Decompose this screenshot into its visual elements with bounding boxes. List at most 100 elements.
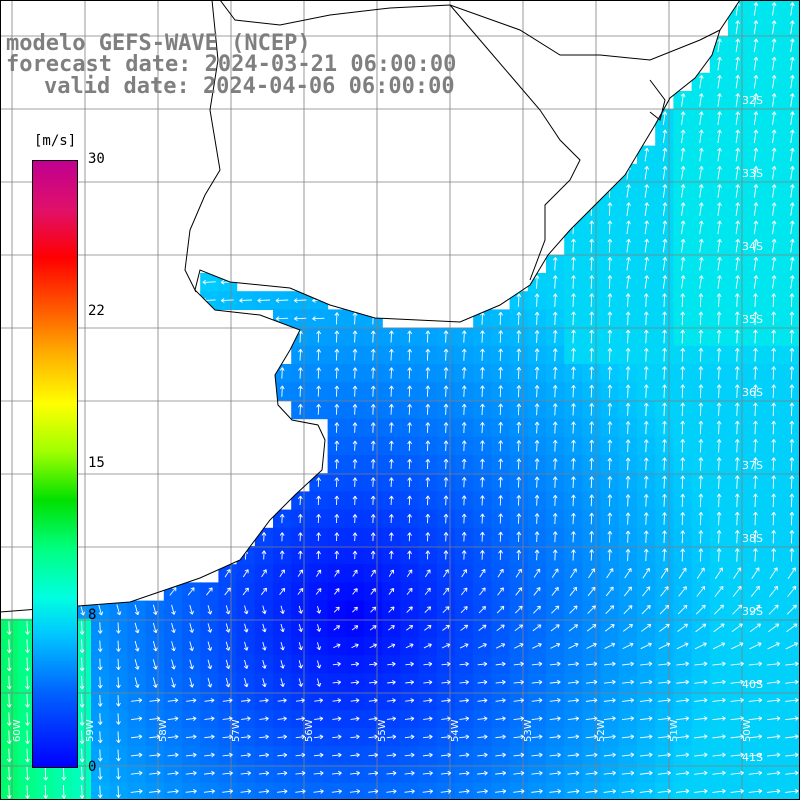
wind-arrow	[334, 550, 340, 560]
wind-arrow	[771, 347, 777, 362]
wind-arrow	[370, 312, 376, 325]
wind-arrow	[789, 147, 795, 162]
wind-arrow	[389, 477, 394, 487]
wind-arrow	[239, 298, 252, 303]
wind-arrow	[279, 513, 285, 524]
wind-arrow	[552, 293, 558, 307]
longitude-label: 51W	[669, 719, 680, 742]
wind-arrow	[516, 531, 522, 542]
wind-arrow	[717, 38, 722, 53]
wind-arrow	[224, 569, 231, 578]
wind-arrow	[334, 495, 340, 505]
wind-arrow	[643, 421, 649, 435]
wind-arrow	[571, 238, 576, 253]
wind-arrow	[625, 421, 631, 434]
wind-arrow	[680, 475, 686, 489]
wind-arrow	[753, 475, 758, 489]
wind-arrow	[753, 293, 758, 307]
wind-arrow	[407, 330, 413, 343]
wind-arrow	[461, 532, 467, 542]
wind-arrow	[716, 530, 722, 544]
wind-arrow	[606, 568, 614, 579]
wind-arrow	[662, 384, 667, 398]
wind-arrow	[571, 347, 576, 362]
wind-arrow	[607, 457, 613, 471]
wind-arrow	[279, 385, 285, 397]
wind-arrow	[425, 532, 431, 542]
wind-arrow	[680, 530, 686, 544]
wind-arrow	[187, 587, 195, 596]
wind-arrow	[625, 311, 631, 326]
wind-arrow	[279, 569, 285, 578]
wind-arrow	[534, 330, 540, 343]
wind-arrow	[534, 385, 540, 398]
wind-arrow	[789, 2, 795, 16]
wind-arrow	[662, 329, 667, 344]
wind-arrow	[680, 220, 686, 235]
latitude-label: 39S	[742, 605, 763, 618]
wind-arrow	[407, 348, 413, 361]
wind-arrow	[714, 567, 723, 580]
wind-arrow	[734, 439, 740, 453]
wind-arrow	[698, 275, 704, 289]
wind-arrow	[680, 202, 686, 216]
wind-arrow	[516, 311, 522, 325]
wind-arrow	[534, 275, 540, 289]
wind-arrow	[569, 568, 577, 579]
wind-arrow	[480, 330, 485, 343]
wind-arrow	[753, 202, 759, 216]
wind-arrow	[589, 275, 595, 289]
wind-arrow	[717, 184, 722, 198]
wind-arrow	[698, 202, 704, 216]
wind-arrow	[753, 511, 758, 526]
wind-arrow	[643, 366, 649, 380]
wind-arrow	[315, 588, 322, 595]
wind-arrow	[662, 184, 668, 198]
longitude-label: 60W	[12, 719, 23, 742]
wind-arrow	[717, 129, 722, 144]
wind-arrow	[625, 293, 631, 307]
wind-arrow	[753, 457, 758, 471]
wind-arrow	[625, 402, 631, 416]
wind-arrow	[753, 257, 759, 271]
wind-arrow	[717, 147, 722, 162]
wind-arrow	[698, 420, 704, 435]
wind-arrow	[716, 311, 722, 326]
wind-arrow	[316, 550, 321, 560]
wind-arrow	[717, 220, 722, 235]
wind-arrow	[643, 384, 649, 398]
wind-arrow	[698, 147, 704, 162]
wind-arrow	[224, 587, 231, 596]
wind-arrow	[370, 532, 376, 542]
wind-arrow	[771, 311, 777, 326]
latitude-label: 38S	[742, 532, 763, 545]
wind-arrow	[771, 38, 777, 53]
latitude-label: 36S	[742, 386, 763, 399]
wind-arrow	[352, 532, 358, 542]
wind-arrow	[443, 458, 449, 470]
wind-arrow	[516, 476, 522, 488]
wind-arrow	[552, 476, 558, 488]
wind-arrow	[461, 550, 467, 560]
wind-arrow	[498, 403, 504, 416]
wind-arrow	[735, 111, 741, 125]
wind-arrow	[389, 495, 394, 506]
wind-arrow	[407, 514, 412, 524]
wind-arrow	[425, 513, 431, 524]
wind-arrow	[461, 330, 467, 343]
wind-arrow	[552, 330, 558, 344]
wind-arrow	[293, 298, 307, 303]
wind-arrow	[660, 567, 669, 579]
wind-arrow	[315, 569, 322, 577]
wind-arrow	[516, 293, 522, 307]
wind-arrow	[352, 588, 358, 595]
wind-arrow	[789, 93, 795, 107]
wind-arrow	[734, 293, 740, 307]
wind-arrow	[734, 420, 740, 435]
wind-arrow	[789, 293, 795, 307]
wind-arrow	[698, 166, 704, 180]
wind-arrow	[626, 275, 631, 289]
wind-arrow	[644, 257, 650, 271]
wind-arrow	[607, 293, 613, 307]
